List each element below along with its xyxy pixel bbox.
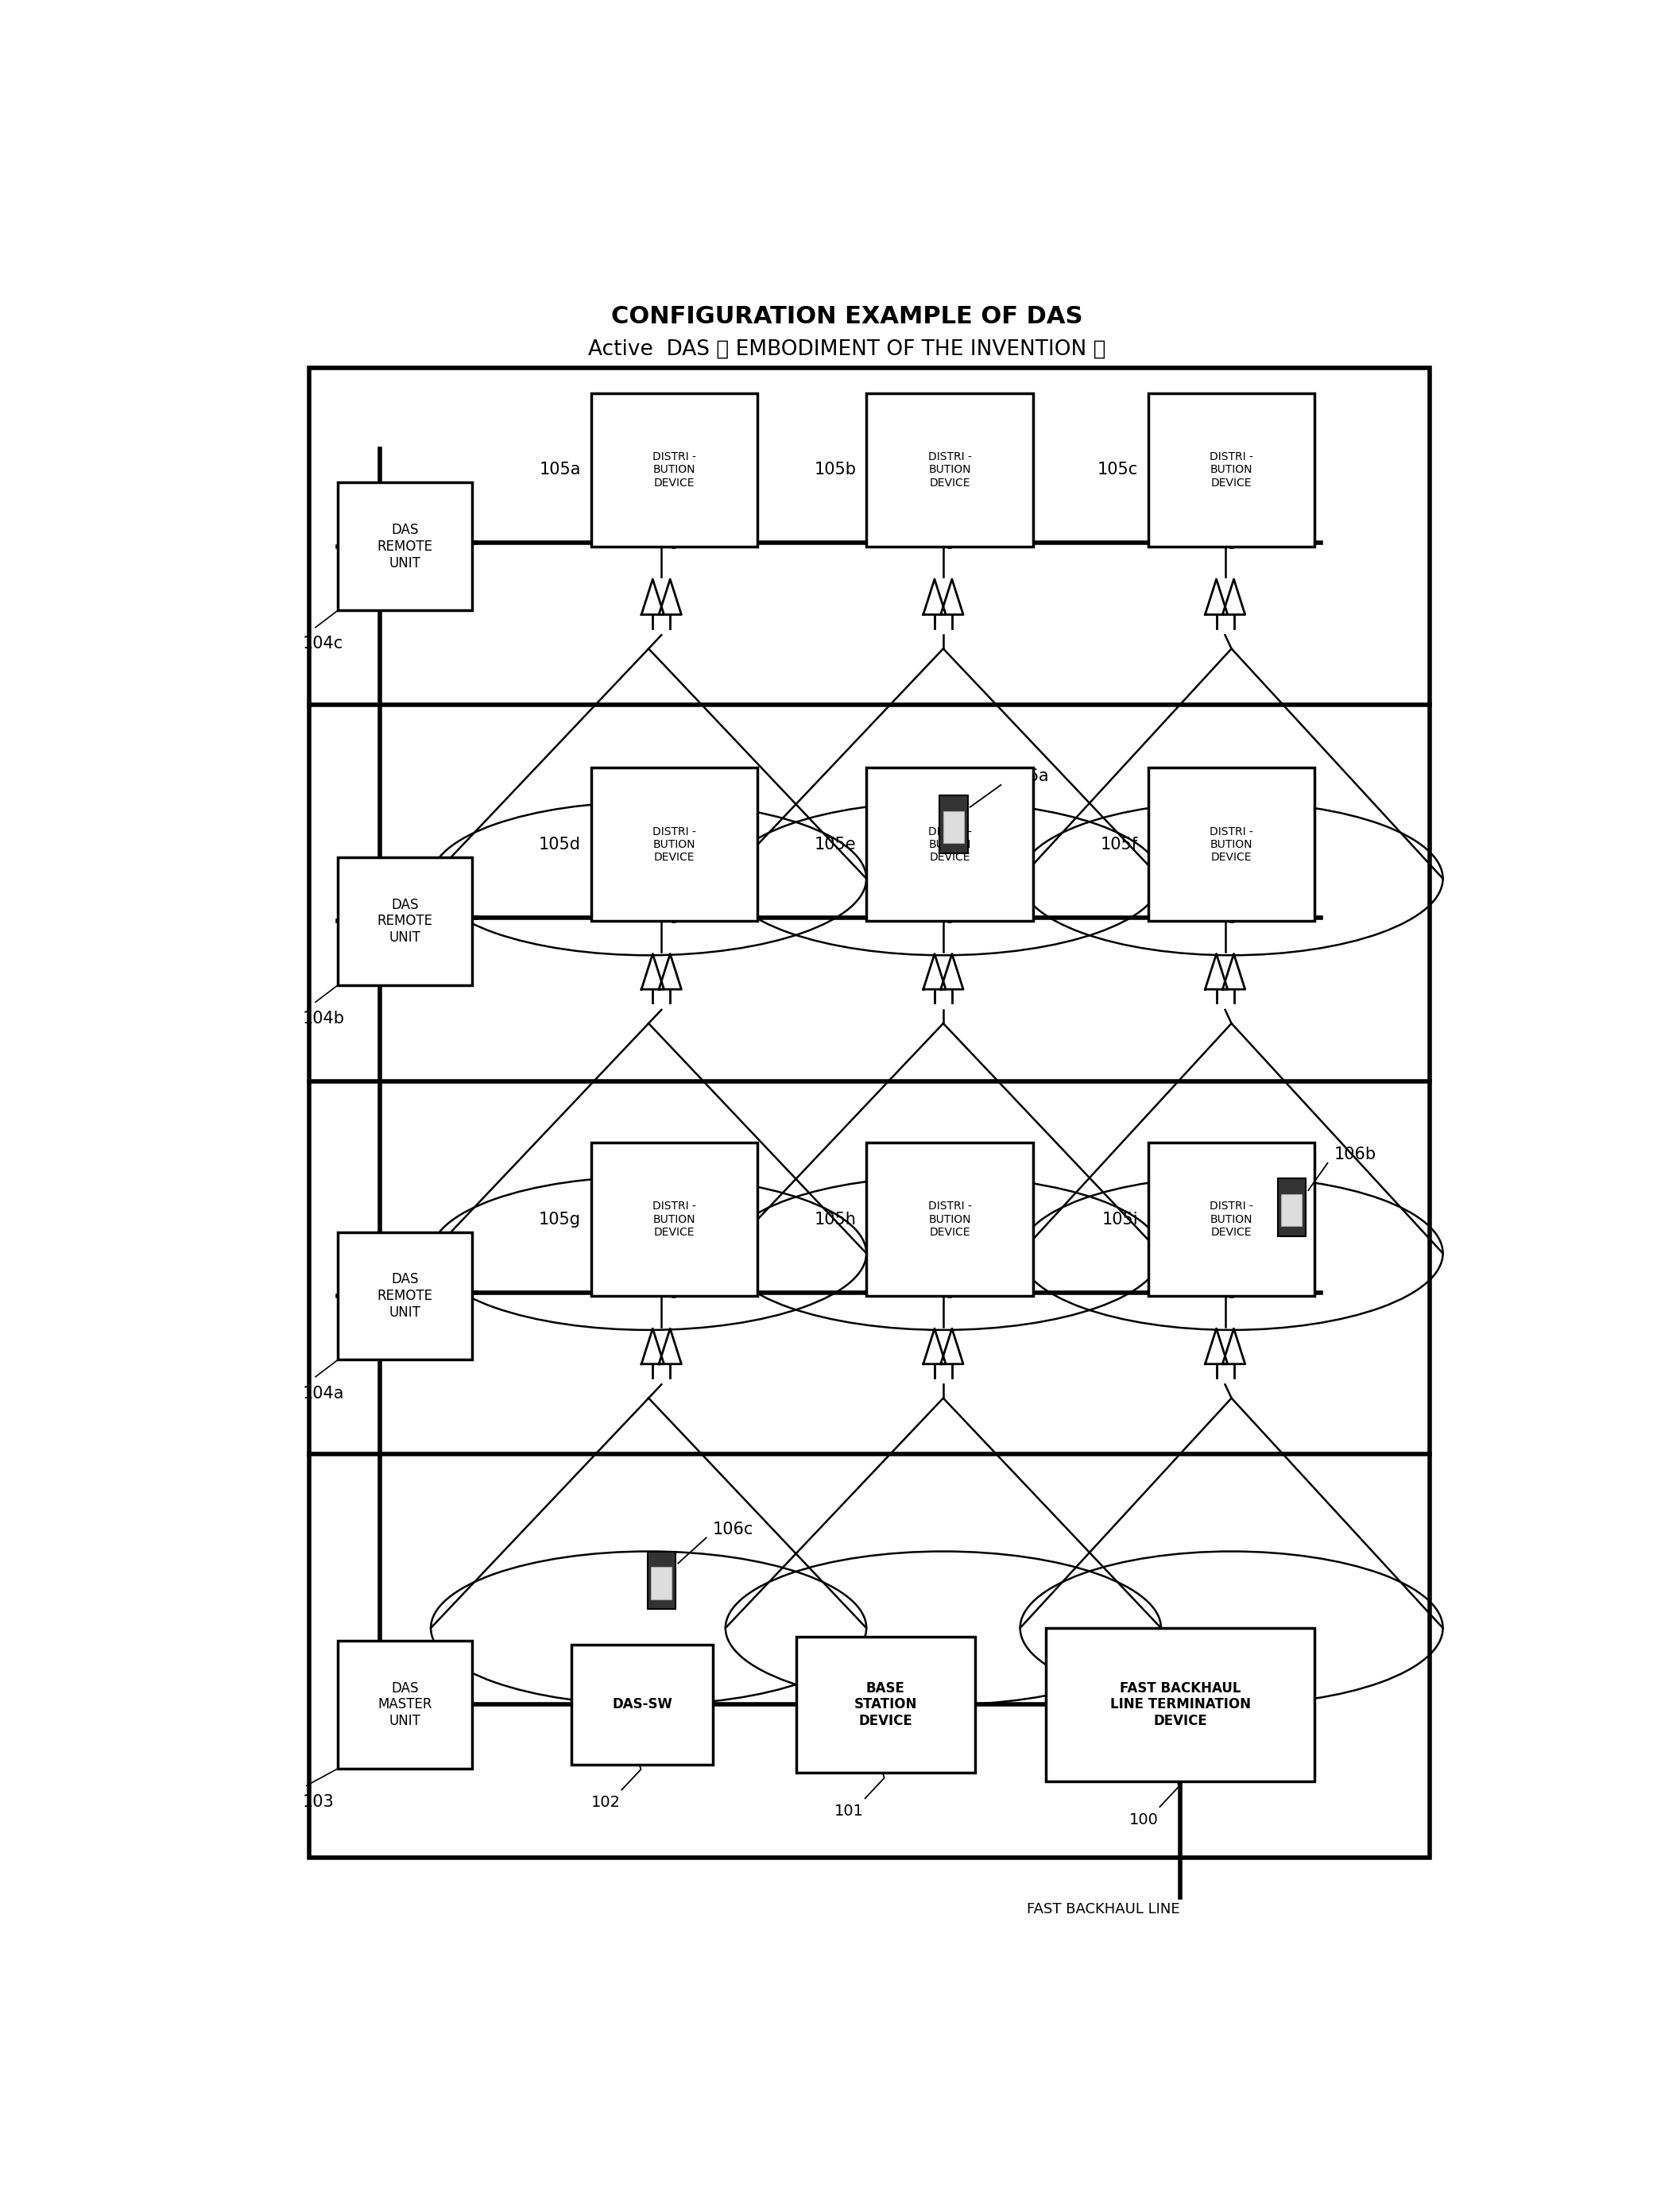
Bar	[651, 1568, 671, 1599]
Text: FAST BACKHAUL
LINE TERMINATION
DEVICE: FAST BACKHAUL LINE TERMINATION DEVICE	[1109, 1681, 1251, 1728]
Text: 105h: 105h	[815, 1212, 856, 1228]
Bar	[1149, 394, 1314, 546]
Bar	[592, 394, 757, 546]
Text: DISTRI -
BUTION
DEVICE: DISTRI - BUTION DEVICE	[1210, 825, 1253, 863]
Text: DAS
REMOTE
UNIT: DAS REMOTE UNIT	[377, 1272, 433, 1321]
Bar	[1281, 1194, 1303, 1225]
Text: DAS-SW: DAS-SW	[612, 1697, 673, 1712]
Bar	[866, 394, 1033, 546]
Text: 105c: 105c	[1098, 462, 1137, 478]
Text: DISTRI -
BUTION
DEVICE: DISTRI - BUTION DEVICE	[653, 1201, 696, 1239]
Bar	[309, 367, 1430, 1858]
Bar	[866, 768, 1033, 920]
Text: DAS
MASTER
UNIT: DAS MASTER UNIT	[379, 1681, 433, 1728]
Text: 101: 101	[835, 1803, 865, 1818]
Text: 106a: 106a	[1007, 768, 1050, 785]
Text: 105a: 105a	[539, 462, 580, 478]
Bar	[866, 1144, 1033, 1296]
Text: CONFIGURATION EXAMPLE OF DAS: CONFIGURATION EXAMPLE OF DAS	[612, 305, 1083, 327]
Text: 106c: 106c	[712, 1522, 754, 1537]
Bar	[337, 858, 473, 984]
Text: 105d: 105d	[539, 836, 580, 852]
Text: DISTRI -
BUTION
DEVICE: DISTRI - BUTION DEVICE	[653, 825, 696, 863]
Text: 100: 100	[1129, 1812, 1159, 1827]
Text: BASE
STATION
DEVICE: BASE STATION DEVICE	[855, 1681, 917, 1728]
Text: DISTRI -
BUTION
DEVICE: DISTRI - BUTION DEVICE	[927, 451, 972, 489]
Bar	[337, 482, 473, 611]
Text: 105e: 105e	[815, 836, 856, 852]
Bar	[1046, 1628, 1314, 1781]
Bar	[337, 1232, 473, 1360]
Text: 105g: 105g	[539, 1212, 580, 1228]
Bar	[592, 768, 757, 920]
Text: DAS
REMOTE
UNIT: DAS REMOTE UNIT	[377, 522, 433, 571]
Text: 104b: 104b	[302, 1011, 345, 1026]
Bar	[1278, 1179, 1306, 1237]
Text: DISTRI -
BUTION
DEVICE: DISTRI - BUTION DEVICE	[927, 825, 972, 863]
Text: Active  DAS （ EMBODIMENT OF THE INVENTION ）: Active DAS （ EMBODIMENT OF THE INVENTION…	[588, 338, 1106, 358]
Text: DISTRI -
BUTION
DEVICE: DISTRI - BUTION DEVICE	[653, 451, 696, 489]
Bar	[337, 1641, 473, 1770]
Text: 102: 102	[592, 1794, 620, 1809]
Bar	[572, 1646, 712, 1765]
Text: 103: 103	[302, 1794, 334, 1809]
Bar	[944, 812, 964, 843]
Text: DAS
REMOTE
UNIT: DAS REMOTE UNIT	[377, 898, 433, 945]
Bar	[648, 1551, 676, 1610]
Text: 105b: 105b	[813, 462, 856, 478]
Text: DISTRI -
BUTION
DEVICE: DISTRI - BUTION DEVICE	[1210, 1201, 1253, 1239]
Bar	[592, 1144, 757, 1296]
Text: DISTRI -
BUTION
DEVICE: DISTRI - BUTION DEVICE	[1210, 451, 1253, 489]
Text: 105i: 105i	[1101, 1212, 1137, 1228]
Bar	[797, 1637, 975, 1772]
Text: DISTRI -
BUTION
DEVICE: DISTRI - BUTION DEVICE	[927, 1201, 972, 1239]
Bar	[939, 794, 967, 854]
Text: 104a: 104a	[302, 1385, 344, 1400]
Text: 105f: 105f	[1101, 836, 1137, 852]
Text: 106b: 106b	[1334, 1146, 1377, 1164]
Bar	[1149, 1144, 1314, 1296]
Text: 104c: 104c	[302, 635, 344, 653]
Bar	[1149, 768, 1314, 920]
Text: FAST BACKHAUL LINE: FAST BACKHAUL LINE	[1027, 1902, 1180, 1916]
